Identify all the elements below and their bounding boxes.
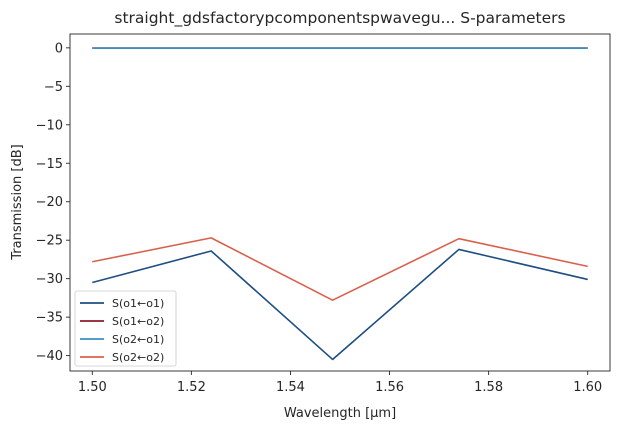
series-line-1 <box>92 248 588 361</box>
x-axis-label: Wavelength [μm] <box>284 406 396 421</box>
y-tick-label: −35 <box>36 311 63 326</box>
y-tick-label: −15 <box>36 157 63 172</box>
legend-label-1: S(o1←o1) <box>112 297 164 310</box>
plot-frame <box>69 33 611 372</box>
y-tick-label: −5 <box>44 80 63 95</box>
x-tick-label: 1.56 <box>375 380 404 395</box>
plot-lines <box>92 47 588 361</box>
legend: S(o1←o1) S(o1←o2) S(o2←o1) S(o2←o2) <box>74 290 177 367</box>
legend-label-3: S(o2←o1) <box>112 333 164 346</box>
legend-box <box>74 290 177 367</box>
y-tick-label: −30 <box>36 272 63 287</box>
y-tick-label: −25 <box>36 234 63 249</box>
x-tick-label: 1.50 <box>78 380 107 395</box>
y-axis-label: Transmission [dB] <box>10 144 25 260</box>
y-axis: 0 −5 −10 −15 −20 −25 −30 −35 −40 <box>36 41 70 364</box>
y-tick-label: −40 <box>36 349 63 364</box>
y-tick-label: 0 <box>55 41 63 56</box>
x-tick-label: 1.60 <box>573 380 602 395</box>
y-tick-label: −10 <box>36 118 63 133</box>
x-tick-label: 1.52 <box>177 380 206 395</box>
x-tick-label: 1.58 <box>474 380 503 395</box>
x-axis: 1.50 1.52 1.54 1.56 1.58 1.60 <box>78 371 602 395</box>
legend-label-4: S(o2←o2) <box>112 351 164 364</box>
series-line-4 <box>92 237 588 302</box>
chart-title: straight_gdsfactorypcomponentspwavegu...… <box>114 9 565 28</box>
y-tick-label: −20 <box>36 195 63 210</box>
legend-label-2: S(o1←o2) <box>112 315 164 328</box>
x-tick-label: 1.54 <box>276 380 305 395</box>
